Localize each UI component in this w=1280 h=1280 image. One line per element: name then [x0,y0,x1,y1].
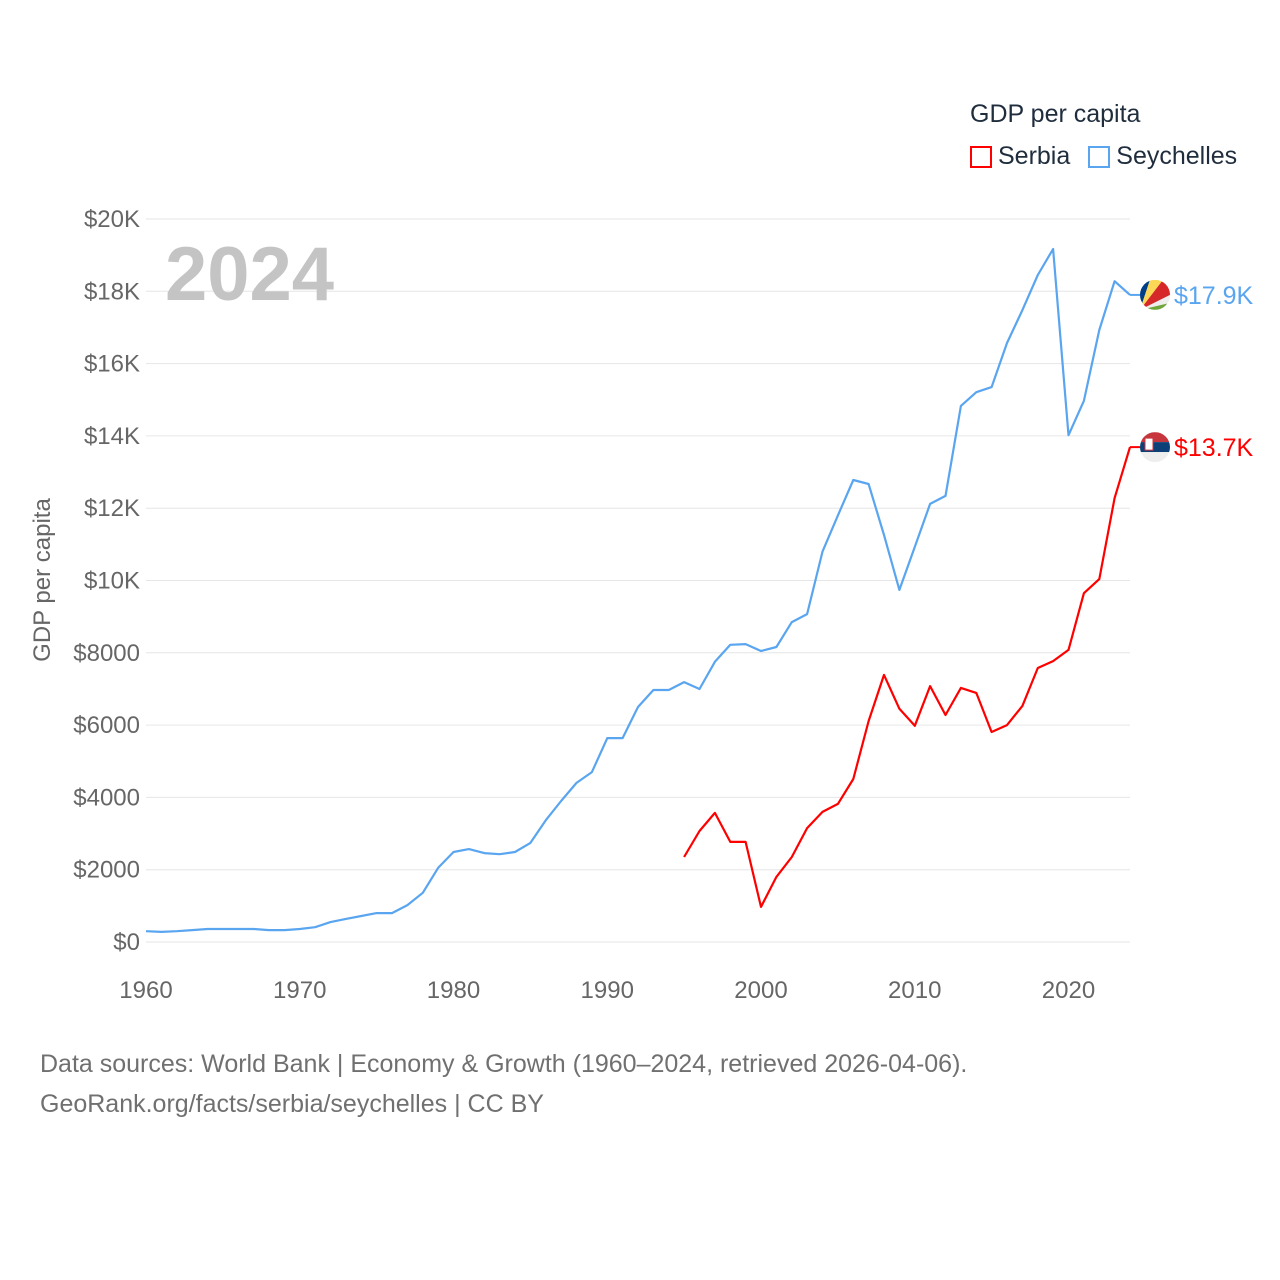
y-tick-label: $2000 [73,857,140,884]
flag-stripe [1140,279,1170,310]
x-tick-label: 2010 [888,977,941,1004]
y-tick-label: $16K [84,351,140,378]
legend-item-serbia[interactable]: Serbia [970,142,1070,171]
y-tick-label: $14K [84,423,140,450]
year-watermark: 2024 [165,232,334,317]
legend-swatch-serbia [970,145,992,168]
legend-label-seychelles: Seychelles [1116,142,1238,170]
series-line-serbia [683,446,1132,909]
series-line-seychelles [145,247,1131,934]
y-tick-label: $10K [84,568,140,595]
footer: Data sources: World Bank | Economy & Gro… [40,1044,967,1124]
y-tick-label: $8000 [73,640,140,667]
y-tick-label: $18K [84,278,140,305]
flag-stripe [1140,432,1170,443]
legend: Serbia Seychelles [970,142,1237,171]
serbia-flag-icon [1140,432,1170,463]
seychelles-flag-icon [1140,279,1170,310]
y-axis-label: GDP per capita [29,498,56,662]
y-tick-label: $20K [84,206,140,233]
flag-stripe [1140,442,1170,453]
attribution-text: GeoRank.org/facts/serbia/seychelles | CC… [40,1090,544,1118]
legend-item-seychelles[interactable]: Seychelles [1088,142,1237,171]
y-tick-label: $6000 [73,712,140,739]
y-tick-label: $4000 [73,784,140,811]
end-value-label: $13.7K [1174,434,1254,462]
y-tick-label: $0 [113,929,140,956]
flag-stripe [1140,452,1170,463]
x-tick-label: 2020 [1042,977,1095,1004]
legend-title: GDP per capita [970,100,1141,128]
x-tick-label: 1960 [119,977,172,1004]
legend-swatch-seychelles [1088,145,1111,168]
source-text: Data sources: World Bank | Economy & Gro… [40,1050,968,1078]
x-tick-label: 1970 [273,977,326,1004]
y-tick-label: $12K [84,495,140,522]
flag-body [1140,279,1170,310]
legend-label-serbia: Serbia [998,142,1071,170]
x-tick-label: 1990 [581,977,634,1004]
x-tick-label: 2000 [734,977,787,1004]
end-value-label: $17.9K [1174,282,1254,310]
flag-emblem [1144,437,1154,451]
flag-body [1140,432,1170,463]
x-tick-label: 1980 [427,977,480,1004]
